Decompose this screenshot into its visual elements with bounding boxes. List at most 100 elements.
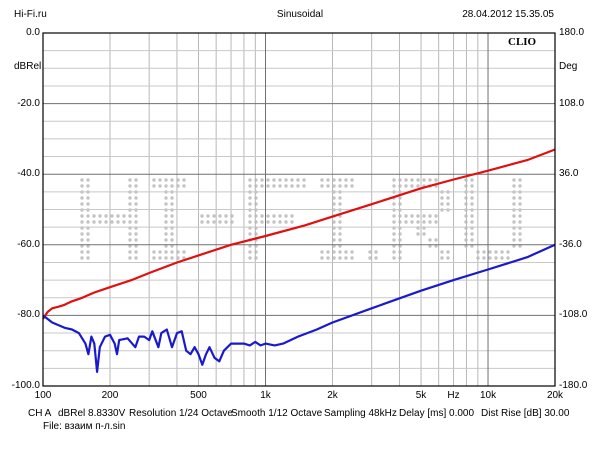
watermark-dot (332, 238, 336, 242)
watermark-dot (164, 238, 168, 242)
watermark-dot (134, 238, 138, 242)
watermark-dot (428, 214, 432, 218)
right-tick-label: 36.0 (559, 168, 579, 180)
watermark-dot (440, 250, 444, 254)
left-tick-label: 0.0 (26, 27, 40, 38)
watermark-dot (254, 256, 258, 260)
x-tick-label: 20k (546, 390, 564, 401)
watermark-dot (170, 232, 174, 236)
watermark-dot (266, 184, 270, 188)
watermark-dot (320, 256, 324, 260)
site-name: Hi-Fi.ru (14, 9, 47, 20)
watermark-dot (104, 220, 108, 224)
watermark-dot (104, 214, 108, 218)
watermark-dot (128, 220, 132, 224)
watermark-dot (134, 196, 138, 200)
watermark-dot (158, 178, 162, 182)
watermark-dot (170, 184, 174, 188)
watermark-dot (422, 178, 426, 182)
watermark-dot (338, 196, 342, 200)
right-tick-label: -36.0 (559, 238, 582, 250)
watermark-dot (470, 220, 474, 224)
watermark-dot (488, 256, 492, 260)
watermark-dot (254, 196, 258, 200)
watermark-dot (416, 184, 420, 188)
watermark-dot (518, 202, 522, 206)
watermark-dot (80, 232, 84, 236)
watermark-dot (248, 256, 252, 260)
watermark-dot (410, 220, 414, 224)
watermark-dot (446, 202, 450, 206)
x-tick-label: 100 (34, 390, 52, 401)
watermark-dot (344, 184, 348, 188)
watermark-dot (86, 238, 90, 242)
watermark-dot (434, 238, 438, 242)
x-tick-label: 500 (190, 390, 207, 401)
watermark-dot (404, 178, 408, 182)
watermark-dot (398, 256, 402, 260)
dist-rise-label: Dist Rise [dB] 30.00 (481, 408, 570, 419)
x-tick-label: 1k (260, 390, 271, 401)
watermark-dot (494, 250, 498, 254)
watermark-dot (170, 196, 174, 200)
watermark-dot (518, 220, 522, 224)
watermark-dot (470, 196, 474, 200)
watermark-dot (206, 214, 210, 218)
watermark-dot (326, 184, 330, 188)
watermark-dot (248, 220, 252, 224)
watermark-dot (374, 250, 378, 254)
watermark-dot (320, 178, 324, 182)
watermark-dot (278, 214, 282, 218)
watermark-dot (506, 250, 510, 254)
watermark-dot (512, 184, 516, 188)
watermark-dot (272, 178, 276, 182)
watermark-dot (80, 220, 84, 224)
watermark-dot (338, 220, 342, 224)
watermark-dot (260, 178, 264, 182)
watermark-dot (470, 178, 474, 182)
watermark-dot (302, 184, 306, 188)
watermark-dot (368, 250, 372, 254)
watermark-dot (440, 196, 444, 200)
watermark-dot (428, 238, 432, 242)
watermark-dot (332, 196, 336, 200)
watermark-dot (158, 184, 162, 188)
grid-minor-lines (43, 33, 555, 386)
watermark-dot (512, 232, 516, 236)
series-line-1 (42, 148, 556, 320)
x-tick-label: 200 (101, 390, 119, 401)
watermark-dot (200, 220, 204, 224)
measurement-mode: Sinusoidal (276, 9, 324, 20)
watermark-dot (446, 196, 450, 200)
series-layer (42, 148, 556, 373)
watermark-dot (98, 220, 102, 224)
watermark-dot (326, 178, 330, 182)
watermark-dot (350, 178, 354, 182)
watermark-dot (248, 196, 252, 200)
watermark-dot (494, 256, 498, 260)
watermark-dot (152, 184, 156, 188)
watermark-dot (518, 184, 522, 188)
watermark-dot (248, 232, 252, 236)
right-tick-label: 108.0 (559, 97, 585, 109)
watermark-dot (266, 178, 270, 182)
watermark-dot (422, 214, 426, 218)
watermark-dot (344, 250, 348, 254)
watermark-dot (170, 214, 174, 218)
clio-logo: CLIO (508, 36, 537, 48)
watermark-dot (80, 214, 84, 218)
watermark-dot (164, 250, 168, 254)
watermark-dot (128, 214, 132, 218)
watermark-dot (518, 232, 522, 236)
resolution-label: Resolution 1/24 Octave (129, 408, 233, 419)
watermark-dot (152, 256, 156, 260)
watermark-dot (164, 196, 168, 200)
right-tick-label: -180.0 (559, 380, 588, 391)
watermark-dot (512, 238, 516, 242)
watermark-dot (128, 232, 132, 236)
watermark-dot (338, 178, 342, 182)
watermark-dot (80, 256, 84, 260)
watermark-dot (164, 202, 168, 206)
watermark-dot (512, 178, 516, 182)
watermark-dot (200, 214, 204, 218)
